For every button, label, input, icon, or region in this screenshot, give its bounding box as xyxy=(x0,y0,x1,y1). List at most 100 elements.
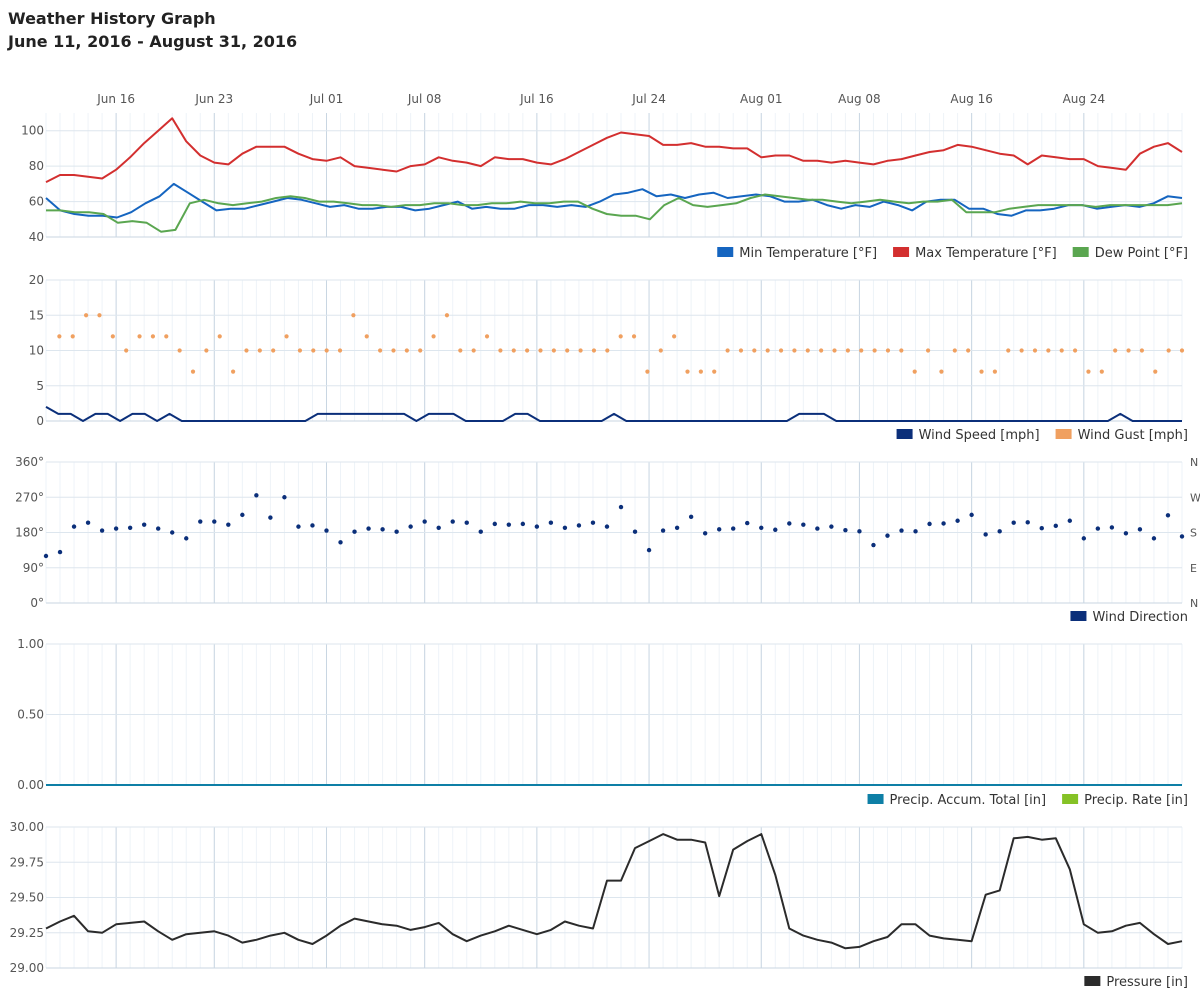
y-tick-label: 1.00 xyxy=(17,637,44,651)
data-point xyxy=(506,522,512,527)
x-tick-label: Jul 16 xyxy=(519,92,554,106)
y-tick-label: 90° xyxy=(23,561,44,575)
y-tick-label: 29.75 xyxy=(10,855,44,869)
data-point xyxy=(204,348,209,353)
series-line xyxy=(46,193,1183,233)
legend-label: Dew Point [°F] xyxy=(1095,246,1188,261)
data-point xyxy=(268,515,273,520)
data-point xyxy=(458,348,463,353)
data-point xyxy=(71,524,77,529)
data-point xyxy=(1086,369,1091,374)
data-point xyxy=(70,334,75,339)
data-point xyxy=(759,525,764,530)
data-point xyxy=(231,369,236,374)
data-point xyxy=(912,369,917,374)
series-line xyxy=(45,406,1182,422)
data-point xyxy=(845,348,850,353)
data-point xyxy=(1113,348,1118,353)
data-point xyxy=(725,348,730,353)
data-point xyxy=(646,547,652,553)
x-tick-label: Aug 01 xyxy=(740,92,783,106)
data-point xyxy=(885,348,891,353)
series-max-temperature-f xyxy=(45,117,1183,183)
y-tick-label-right: N xyxy=(1190,456,1198,469)
data-point xyxy=(408,524,413,529)
data-point xyxy=(217,334,222,339)
x-tick-label: Jun 23 xyxy=(194,92,233,106)
data-point xyxy=(43,553,49,559)
x-tick-label: Aug 08 xyxy=(838,92,881,106)
data-point xyxy=(378,348,383,353)
legend-swatch xyxy=(1070,611,1087,621)
data-point xyxy=(271,348,276,353)
panel-wind: 0 5 10 15 20 Wind Gust [mph] Wind Speed [mph] xyxy=(29,273,1188,443)
data-point xyxy=(212,519,217,524)
data-point xyxy=(244,348,249,353)
data-point xyxy=(418,348,423,353)
data-point xyxy=(658,348,663,353)
date-axis: Jun 16 Jun 23 Jul 01 Jul 08 Jul 16 Jul 24 Aug … xyxy=(96,92,1105,106)
data-point xyxy=(716,527,722,532)
data-point xyxy=(311,348,316,353)
y-tick-label: 15 xyxy=(29,308,44,322)
panel-temperature: 40 60 80 100 Dew Point [°F] Max Temperature [… xyxy=(21,113,1188,261)
legend-swatch xyxy=(867,794,884,804)
series-min-temperature-f xyxy=(45,182,1183,219)
data-point xyxy=(534,524,540,529)
data-point xyxy=(859,348,864,353)
data-point xyxy=(1179,348,1185,353)
data-point xyxy=(1032,348,1038,353)
data-point xyxy=(752,348,757,353)
data-point xyxy=(604,524,610,529)
data-point xyxy=(969,512,974,518)
data-point xyxy=(618,334,623,339)
chart-title: Weather History Graph xyxy=(8,9,216,28)
data-point xyxy=(885,533,890,538)
data-point xyxy=(351,313,356,318)
data-point xyxy=(164,334,169,339)
data-point xyxy=(436,525,441,530)
data-point xyxy=(190,369,196,374)
series-line xyxy=(45,182,1183,219)
data-point xyxy=(226,522,231,527)
data-point xyxy=(688,514,694,520)
data-point xyxy=(464,520,469,525)
y-tick-label: 29.25 xyxy=(10,926,44,940)
data-point xyxy=(955,518,960,523)
data-point xyxy=(394,529,399,534)
legend-label: Wind Gust [mph] xyxy=(1078,428,1188,443)
legend-swatch xyxy=(896,429,913,439)
data-point xyxy=(979,369,984,374)
data-point xyxy=(1025,520,1030,525)
data-point xyxy=(778,348,784,353)
data-point xyxy=(871,542,876,548)
data-point xyxy=(471,348,476,353)
data-point xyxy=(605,348,610,353)
panel-pressure: 29.00 29.25 29.50 29.75 30.00 Pressure [in] xyxy=(10,820,1188,990)
data-point xyxy=(1095,526,1101,531)
data-point xyxy=(765,348,770,353)
data-point xyxy=(1137,527,1143,532)
y-tick-label: 100 xyxy=(21,124,44,138)
legend-pressure: Pressure [in] xyxy=(1084,975,1188,990)
data-point xyxy=(177,348,182,353)
y-tick-label: 29.50 xyxy=(10,891,44,905)
legend-label: Min Temperature [°F] xyxy=(739,246,877,261)
data-point xyxy=(150,334,156,339)
y-tick-label: 40 xyxy=(29,230,44,244)
series-dew-point-f xyxy=(46,193,1183,233)
y-tick-label: 10 xyxy=(29,344,44,358)
legend-swatch xyxy=(1072,247,1089,257)
y-tick-label: 0° xyxy=(30,596,44,610)
y-tick-label: 80 xyxy=(29,159,44,173)
legend-swatch xyxy=(1055,429,1072,439)
legend-temperature: Dew Point [°F] Max Temperature [°F] Min Te… xyxy=(717,246,1188,261)
data-point xyxy=(337,348,343,353)
y-tick-label: 29.00 xyxy=(10,961,44,975)
data-point xyxy=(565,348,570,353)
data-point xyxy=(364,334,369,339)
data-point xyxy=(1123,531,1129,536)
series-wind-speed-mph xyxy=(45,406,1182,422)
chart-title-block: Weather History Graph June 11, 2016 - Au… xyxy=(8,7,297,53)
